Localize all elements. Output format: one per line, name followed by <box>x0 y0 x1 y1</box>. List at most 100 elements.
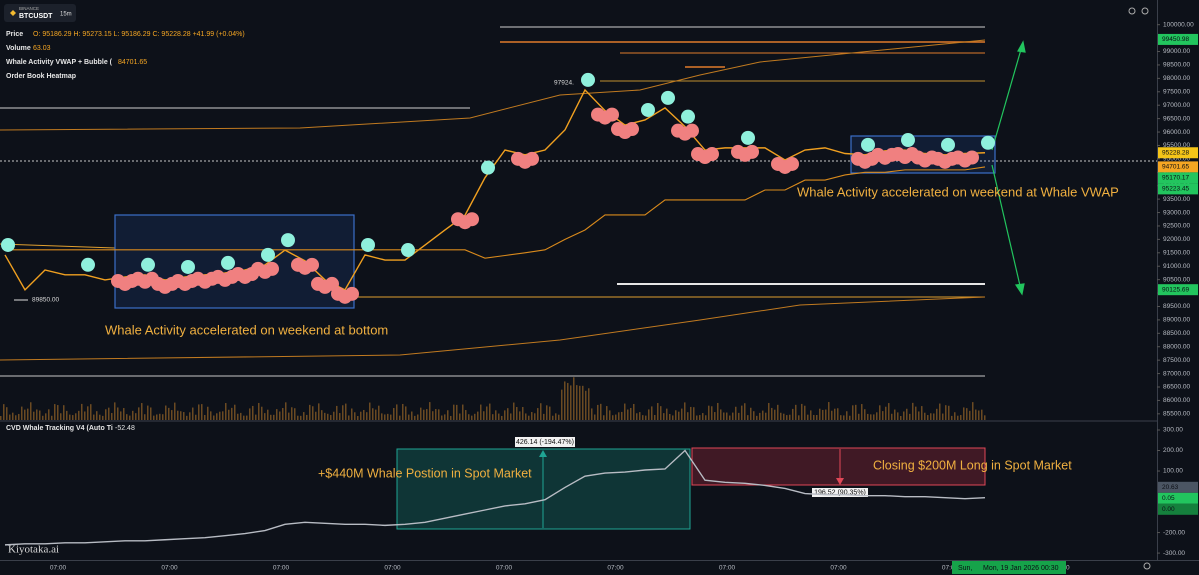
volume-bar <box>309 404 311 420</box>
settings-icon[interactable] <box>1141 7 1149 15</box>
whale-bubble <box>1 237 15 252</box>
volume-bar <box>324 412 326 420</box>
settings-icon[interactable] <box>1128 7 1136 15</box>
volume-bar <box>177 410 179 420</box>
volume-bar <box>744 403 746 420</box>
volume-bar <box>93 414 95 420</box>
volume-bar <box>375 409 377 420</box>
whale-bubble <box>361 237 375 252</box>
volume-bar <box>0 416 2 420</box>
volume-bar <box>168 407 170 420</box>
price-tag <box>1158 33 1198 45</box>
volume-bar <box>960 415 962 420</box>
volume-bar <box>138 407 140 420</box>
volume-bar <box>954 412 956 420</box>
volume-bar <box>462 404 464 420</box>
volume-bar <box>21 406 23 420</box>
volume-bar <box>102 415 104 420</box>
high-marker: 97924. <box>554 80 574 87</box>
band-line <box>0 296 986 361</box>
symbol-badge[interactable] <box>4 4 76 22</box>
y-tick-label: 100.00 <box>1163 468 1183 475</box>
annotation: Whale Activity accelerated on weekend at… <box>105 322 388 337</box>
volume-bar <box>936 408 938 420</box>
x-tick-label: 07:00 <box>273 565 290 572</box>
volume-bar <box>381 413 383 420</box>
volume-bar <box>768 402 770 420</box>
volume-bar <box>555 413 557 420</box>
y-tick-label: 90500.00 <box>1163 276 1190 283</box>
x-tick-label: 07:00 <box>161 565 178 572</box>
volume-bar <box>219 411 221 420</box>
volume-bar <box>660 406 662 420</box>
volume-bar <box>441 415 443 420</box>
volume-bar <box>603 415 605 420</box>
volume-bar <box>909 413 911 420</box>
whale-bubble <box>785 156 799 171</box>
volume-bar <box>186 415 188 420</box>
volume-bar <box>147 405 149 420</box>
volume-bar <box>615 414 617 420</box>
volume-bar <box>594 414 596 420</box>
volume-bar <box>588 388 590 420</box>
volume-bar <box>51 415 53 420</box>
volume-bar <box>333 411 335 420</box>
volume-bar <box>792 408 794 420</box>
volume-bar <box>459 413 461 420</box>
volume-bar <box>870 414 872 420</box>
volume-bar <box>729 415 731 420</box>
volume-bar <box>42 415 44 420</box>
volume-bar <box>159 413 161 420</box>
volume-bar <box>921 406 923 420</box>
volume-bar <box>795 404 797 420</box>
volume-bar <box>939 403 941 420</box>
volume-bar <box>546 405 548 420</box>
y-tick-label: 97000.00 <box>1163 102 1190 109</box>
settings-icon[interactable] <box>1143 562 1151 570</box>
volume-bar <box>285 402 287 420</box>
watermark: Kiyotaka.ai <box>8 544 59 556</box>
volume-bar <box>111 413 113 420</box>
volume-bar <box>543 413 545 420</box>
whale-bubble <box>141 257 155 272</box>
series-line <box>5 166 986 259</box>
volume-bar <box>123 408 125 420</box>
volume-bar <box>288 412 290 420</box>
volume-bar <box>579 385 581 420</box>
volume-bar <box>915 406 917 420</box>
volume-bar <box>465 410 467 420</box>
volume-bar <box>90 404 92 420</box>
volume-bar <box>432 411 434 420</box>
legend-label: Whale Activity VWAP + Bubble ( <box>6 59 113 66</box>
y-tick-label: 98500.00 <box>1163 62 1190 69</box>
volume-bar <box>105 409 107 420</box>
volume-bar <box>273 414 275 420</box>
measure-label: 426.14 (-194.47%) <box>516 439 574 446</box>
volume-bar <box>735 406 737 420</box>
x-tick-label: 07:00 <box>830 565 847 572</box>
volume-bar <box>411 411 413 420</box>
volume-bar <box>87 406 89 420</box>
volume-bar <box>672 415 674 420</box>
arrow-head <box>1017 40 1026 53</box>
y-tick-label: 93500.00 <box>1163 196 1190 203</box>
volume-bar <box>642 415 644 420</box>
volume-bar <box>777 404 779 420</box>
volume-bar <box>528 415 530 420</box>
cursor-day: Sun, <box>958 565 972 572</box>
y-tick-label: 100000.00 <box>1163 21 1194 28</box>
volume-bar <box>711 406 713 420</box>
volume-bar <box>150 407 152 420</box>
volume-bar <box>402 403 404 420</box>
y-tick-label: 91500.00 <box>1163 250 1190 257</box>
volume-bar <box>408 414 410 420</box>
volume-bar <box>135 413 137 420</box>
volume-bar <box>618 412 620 420</box>
whale-bubble <box>745 144 759 159</box>
volume-bar <box>525 413 527 420</box>
volume-bar <box>804 405 806 420</box>
price-tag <box>1158 172 1198 184</box>
volume-bar <box>48 409 50 420</box>
x-tick-label: 07:00 <box>50 565 67 572</box>
